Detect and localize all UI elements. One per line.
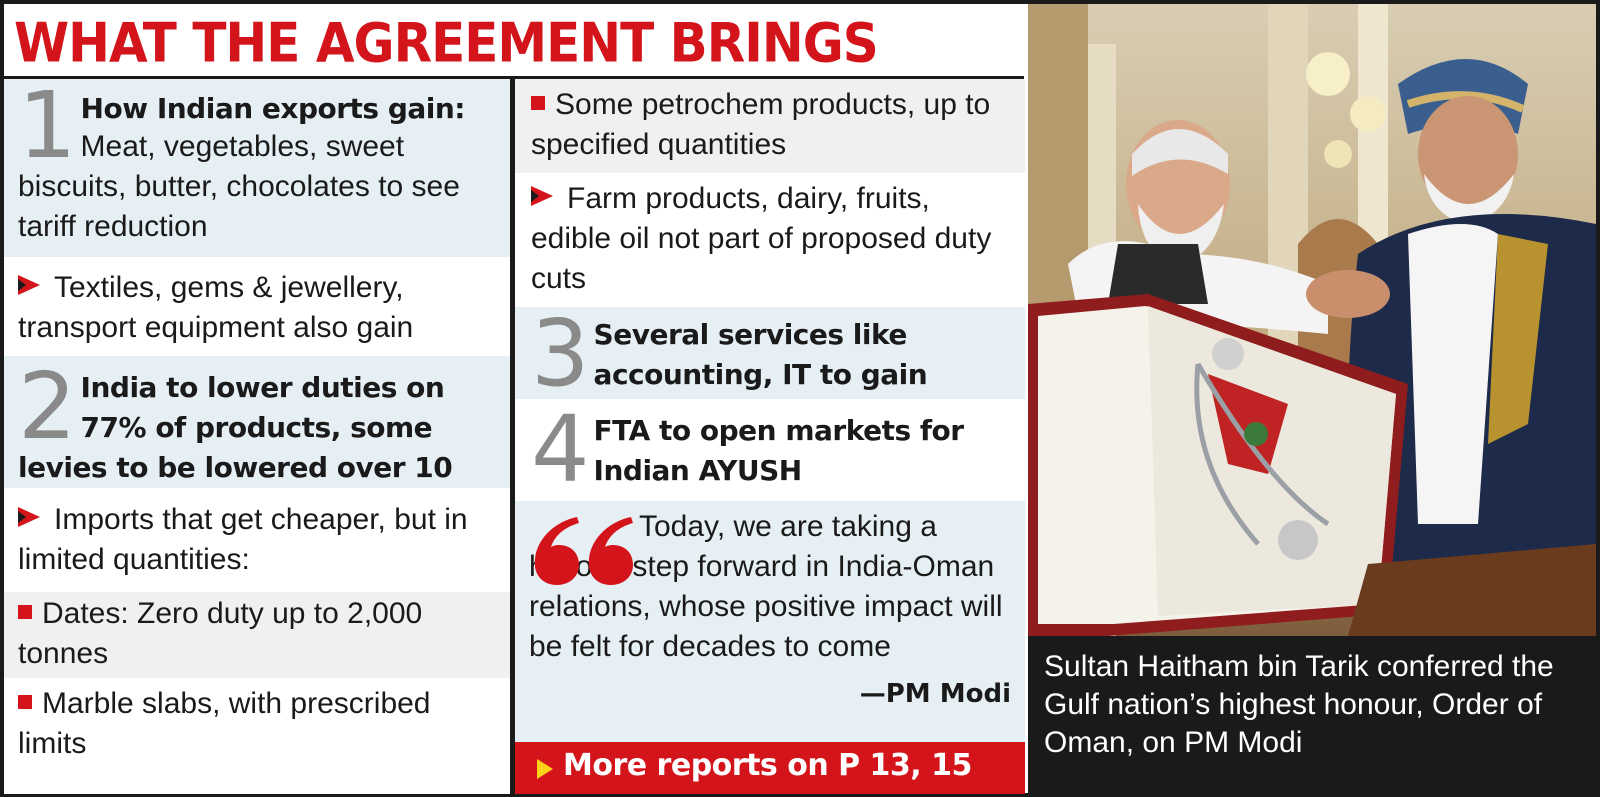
sub-petrochem: Some petrochem products, up to specified…	[531, 85, 1013, 165]
sub-petrochem-text: Some petrochem products, up to specified…	[531, 88, 991, 161]
bullet-imports-panel: Imports that get cheaper, but in limited…	[4, 488, 510, 592]
item-3-panel: 3 Several services like accounting, IT t…	[515, 307, 1025, 399]
chevron-arrow-icon	[531, 186, 553, 206]
item-3-number: 3	[531, 307, 590, 400]
title-bar: WHAT THE AGREEMENT BRINGS	[4, 4, 1024, 76]
photo-illustration	[1028, 4, 1596, 636]
chevron-arrow-icon	[18, 507, 40, 527]
page-title: WHAT THE AGREEMENT BRINGS	[14, 12, 879, 75]
item-4-number: 4	[531, 399, 590, 501]
quote-attribution: —PM Modi	[859, 679, 1011, 709]
item-1-heading: How Indian exports gain:	[80, 92, 466, 125]
bullet-textiles-panel: Textiles, gems & jewellery, transport eq…	[4, 260, 510, 356]
sub-petrochem-panel: Some petrochem products, up to specified…	[515, 79, 1025, 173]
item-1-number: 1	[18, 79, 77, 179]
item-1-text: Meat, vegetables, sweet biscuits, butter…	[18, 130, 460, 243]
bullet-imports-text: Imports that get cheaper, but in limited…	[18, 503, 468, 576]
bullet-farm-text: Farm products, dairy, fruits, edible oil…	[531, 182, 992, 295]
sub-marble-text: Marble slabs, with prescribed limits	[18, 687, 431, 760]
square-bullet-icon	[18, 605, 32, 619]
photo-caption: Sultan Haitham bin Tarik conferred the G…	[1028, 636, 1596, 794]
item-2-number: 2	[18, 356, 77, 460]
item-3-heading: Several services like accounting, IT to …	[593, 318, 928, 391]
square-bullet-icon	[18, 695, 32, 709]
item-4-panel: 4 FTA to open markets for Indian AYUSH	[515, 399, 1025, 501]
more-reports-text: More reports on P 13, 15	[563, 748, 972, 783]
bullet-farm-panel: Farm products, dairy, fruits, edible oil…	[515, 173, 1025, 307]
quote-panel: Today, we are taking a historic step for…	[515, 501, 1025, 742]
chevron-arrow-icon	[18, 275, 40, 295]
column-divider	[510, 76, 515, 794]
divider	[4, 257, 510, 260]
photo-handshake	[1028, 4, 1596, 636]
sub-dates-text: Dates: Zero duty up to 2,000 tonnes	[18, 597, 423, 670]
item-2-panel: 2 India to lower duties on 77% of produc…	[4, 356, 510, 488]
sub-marble: Marble slabs, with prescribed limits	[18, 684, 500, 764]
more-reports-link[interactable]: More reports on P 13, 15	[515, 742, 1025, 794]
item-2-heading: India to lower duties on 77% of products…	[18, 371, 453, 484]
bullet-imports: Imports that get cheaper, but in limited…	[18, 500, 500, 580]
bullet-farm: Farm products, dairy, fruits, edible oil…	[531, 179, 1013, 299]
bullet-textiles-text: Textiles, gems & jewellery, transport eq…	[18, 271, 414, 344]
sub-dates: Dates: Zero duty up to 2,000 tonnes	[18, 594, 500, 674]
item-1-panel: 1 How Indian exports gain: Meat, vegetab…	[4, 79, 510, 257]
sub-dates-panel: Dates: Zero duty up to 2,000 tonnes	[4, 592, 510, 678]
sub-marble-panel: Marble slabs, with prescribed limits	[4, 678, 510, 794]
quote-mark-icon	[534, 517, 633, 585]
play-arrow-icon	[537, 759, 553, 779]
photo-caption-text: Sultan Haitham bin Tarik conferred the G…	[1044, 650, 1554, 759]
square-bullet-icon	[531, 96, 545, 110]
item-4-heading: FTA to open markets for Indian AYUSH	[593, 414, 965, 487]
bullet-textiles: Textiles, gems & jewellery, transport eq…	[18, 268, 500, 348]
